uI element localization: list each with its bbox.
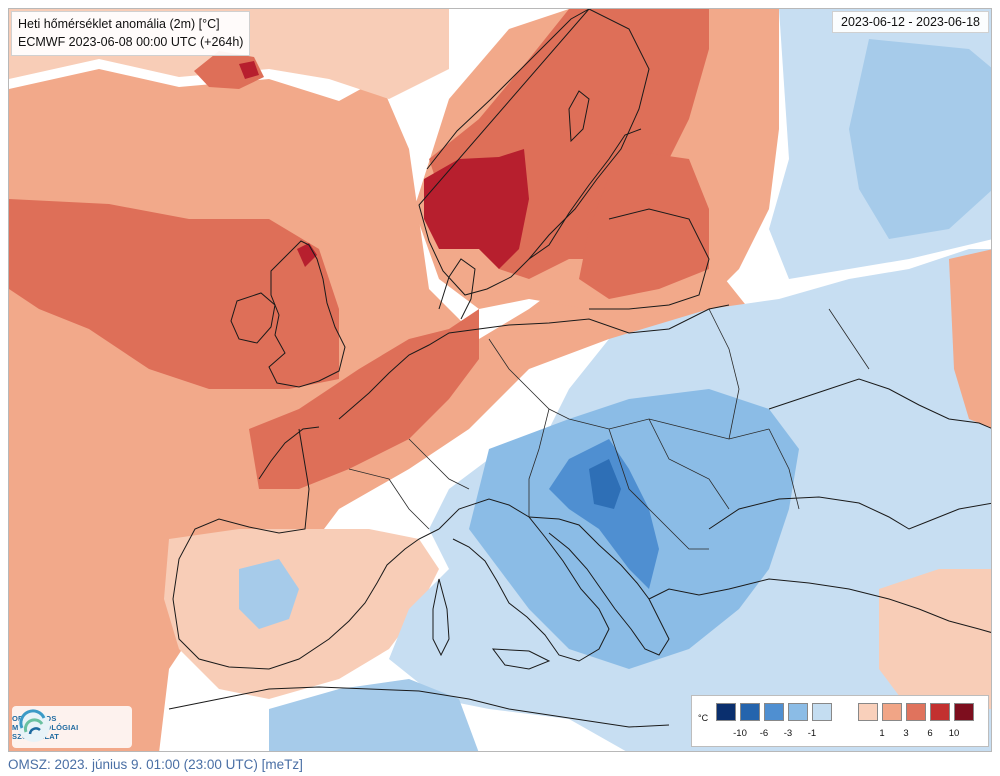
- omsz-swirl-icon: [18, 709, 50, 742]
- coastlines: [168, 9, 991, 728]
- legend-swatch-cold-0: [716, 703, 736, 721]
- legend-tick-cold-1: -6: [759, 728, 769, 739]
- legend-tick-warm-0: 1: [879, 728, 885, 739]
- legend-swatch-cold-4: [812, 703, 832, 721]
- anomaly-iceland-core: [239, 61, 259, 79]
- legend-tick-cold-0: -10: [733, 728, 747, 739]
- anomaly-france-region: [249, 309, 479, 489]
- period-label: 2023-06-12 - 2023-06-18: [832, 11, 989, 33]
- anomaly-cool-northeast-mid: [849, 39, 991, 239]
- anomaly-cool-balkans: [549, 439, 659, 589]
- anomaly-cool-core: [589, 459, 621, 509]
- legend-tick-warm-3: 10: [948, 728, 960, 739]
- omsz-logo: ORSZÁGOS METEOROLÓGIAI SZOLGÁLAT: [12, 706, 132, 748]
- legend-swatch-cold-2: [764, 703, 784, 721]
- legend-swatch-warm-2: [906, 703, 926, 721]
- legend-unit: °C: [698, 713, 709, 723]
- anomaly-map: Heti hőmérséklet anomália (2m) [°C] ECMW…: [8, 8, 992, 752]
- color-legend: °C -10 -6 -3 -1 1 3 6 10: [691, 695, 989, 747]
- legend-swatch-warm-0: [858, 703, 878, 721]
- legend-tick-warm-1: 3: [903, 728, 909, 739]
- country-borders: [348, 308, 870, 550]
- legend-tick-cold-3: -1: [807, 728, 817, 739]
- anomaly-iberia-light: [164, 529, 439, 699]
- anomaly-warm-southeast: [879, 569, 991, 709]
- map-canvas: [9, 9, 991, 751]
- map-title: Heti hőmérséklet anomália (2m) [°C]: [18, 17, 220, 31]
- model-run: ECMWF 2023-06-08 00:00 UTC (+264h): [18, 35, 244, 49]
- legend-tick-cold-2: -3: [783, 728, 793, 739]
- legend-swatch-warm-3: [930, 703, 950, 721]
- anomaly-scotland: [297, 243, 317, 267]
- anomaly-scandinavia-east: [579, 149, 709, 299]
- legend-swatch-cold-1: [740, 703, 760, 721]
- anomaly-norway-core: [424, 149, 529, 269]
- anomaly-cool-mediterranean: [269, 679, 479, 751]
- footer-timestamp: OMSZ: 2023. június 9. 01:00 (23:00 UTC) …: [8, 757, 303, 772]
- legend-swatch-warm-4: [954, 703, 974, 721]
- legend-tick-warm-2: 6: [927, 728, 933, 739]
- anomaly-uk-region: [9, 199, 339, 389]
- legend-swatch-cold-3: [788, 703, 808, 721]
- anomaly-warm-east-edge: [949, 249, 991, 429]
- anomaly-iceland: [194, 51, 264, 89]
- legend-swatch-warm-1: [882, 703, 902, 721]
- map-title-box: Heti hőmérséklet anomália (2m) [°C] ECMW…: [11, 11, 251, 56]
- anomaly-cool-spain: [239, 559, 299, 629]
